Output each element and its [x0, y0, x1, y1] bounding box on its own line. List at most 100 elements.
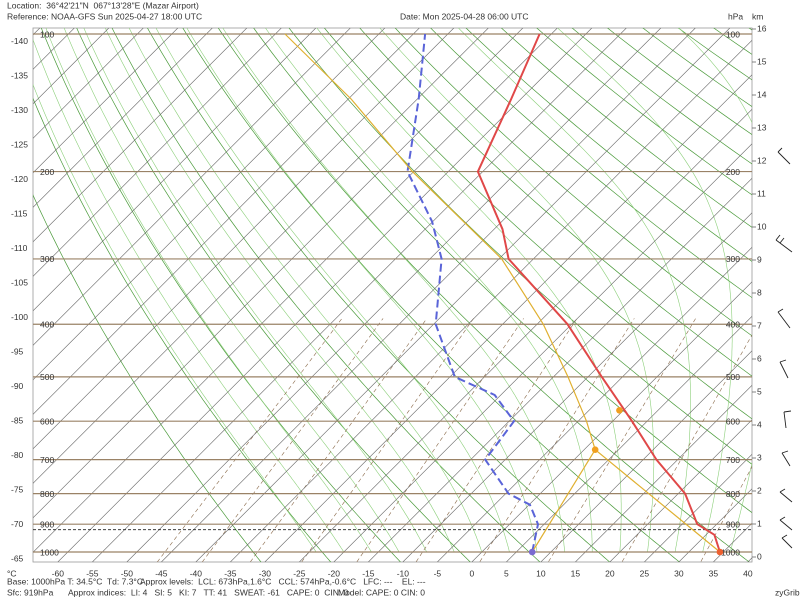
left-isotherm-label: -85 — [11, 416, 24, 426]
isotherm — [33, 28, 420, 415]
isotherm — [33, 28, 282, 277]
profile-line — [531, 449, 596, 553]
wind-barb — [781, 450, 791, 467]
isotherm — [299, 108, 752, 562]
moist-adiabat — [128, 28, 483, 553]
isotherm — [264, 74, 752, 562]
wind-barb — [777, 308, 791, 329]
mixing-ratio-line — [621, 334, 752, 562]
level-marker — [591, 446, 599, 454]
mixing-ratio-line — [156, 318, 343, 562]
isotherm — [33, 28, 213, 208]
moist-adiabat — [104, 28, 455, 553]
x-tick-label: 20 — [605, 568, 615, 578]
moist-adiabat — [33, 38, 345, 553]
km-tick-label: 3 — [757, 452, 762, 462]
left-isotherm-label: -125 — [11, 140, 28, 150]
km-tick-label: 11 — [757, 188, 766, 198]
km-tick-label: 14 — [757, 89, 767, 99]
isotherm — [471, 281, 752, 562]
isotherm — [333, 143, 752, 562]
x-tick-label: -20 — [328, 568, 341, 578]
footer-base: Base: 1000hPa T: 34.5°C Td: 7.3°C — [7, 576, 143, 586]
pressure-label-right: 900 — [726, 519, 740, 529]
km-tick-label: 15 — [757, 56, 767, 66]
x-axis-label: °C — [7, 568, 17, 578]
km-tick-label: 16 — [757, 23, 767, 33]
left-isotherm-label: -140 — [11, 36, 28, 46]
dry-adiabat — [359, 28, 752, 377]
level-marker — [528, 548, 536, 556]
isotherm — [33, 28, 351, 346]
pressure-label-left: 1000 — [40, 547, 59, 557]
x-tick-label: -5 — [434, 568, 442, 578]
pressure-label-left: 300 — [40, 254, 54, 264]
isotherm — [126, 28, 662, 562]
moist-adiabat — [63, 28, 400, 553]
km-tick-label: 10 — [757, 221, 767, 231]
km-tick-label: 12 — [757, 155, 767, 165]
isotherm — [506, 315, 752, 562]
isotherm — [33, 28, 179, 174]
pressure-label-right: 400 — [726, 319, 740, 329]
isotherm — [402, 212, 752, 562]
left-isotherm-label: -135 — [11, 71, 28, 81]
isotherm — [33, 28, 386, 381]
x-tick-label: -50 — [121, 568, 134, 578]
left-isotherm-label: -80 — [11, 450, 24, 460]
isotherm — [33, 28, 317, 312]
x-tick-label: 10 — [536, 568, 546, 578]
profile-line — [476, 33, 721, 553]
wind-barb — [777, 147, 791, 165]
pressure-label-right: 1000 — [721, 547, 740, 557]
pressure-label-right: 600 — [726, 416, 740, 426]
pressure-label-right: 500 — [726, 372, 740, 382]
moist-adiabat — [316, 28, 622, 552]
km-tick-label: 1 — [757, 518, 762, 528]
x-tick-label: 25 — [640, 568, 650, 578]
grid — [33, 28, 752, 562]
x-tick-label: 5 — [504, 568, 509, 578]
km-tick-label: 4 — [757, 419, 762, 429]
left-isotherm-label: -130 — [11, 105, 28, 115]
x-tick-label: -55 — [86, 568, 99, 578]
x-tick-label: 0 — [469, 568, 474, 578]
profiles — [284, 33, 721, 553]
profile-line — [406, 33, 539, 553]
dry-adiabat — [288, 28, 752, 465]
moist-adiabat — [83, 28, 427, 553]
km-tick-label: 0 — [757, 551, 762, 561]
isotherm — [33, 28, 489, 484]
km-tick-label: 2 — [757, 485, 762, 495]
isotherm — [33, 28, 524, 519]
pressure-label-left: 100 — [40, 29, 54, 39]
x-tick-label: -30 — [259, 568, 272, 578]
y2-axis-label: km — [752, 11, 763, 21]
wind-barb — [783, 410, 792, 429]
left-isotherm-label: -110 — [11, 243, 28, 253]
dry-adiabat — [430, 28, 752, 299]
pressure-label-right: 800 — [726, 489, 740, 499]
x-tick-label: 15 — [571, 568, 581, 578]
km-tick-label: 6 — [757, 353, 762, 363]
km-tick-label: 13 — [757, 122, 767, 132]
dry-adiabat — [394, 28, 752, 337]
mixing-ratio-line — [415, 318, 578, 562]
pressure-label-left: 800 — [40, 489, 54, 499]
wind-barbs — [775, 147, 793, 549]
x-tick-label: -40 — [190, 568, 203, 578]
left-isotherm-label: -95 — [11, 347, 24, 357]
x-tick-label: -45 — [155, 568, 168, 578]
wind-barb — [779, 516, 793, 531]
x-tick-label: -35 — [224, 568, 237, 578]
profile-line — [284, 33, 721, 553]
isotherm — [33, 28, 455, 450]
dry-adiabat — [500, 28, 752, 228]
isotherm — [575, 384, 752, 562]
moist-adiabat — [265, 28, 593, 553]
isotherm — [92, 28, 627, 562]
mixing-ratio-line — [356, 318, 524, 562]
pressure-label-left: 500 — [40, 372, 54, 382]
moist-adiabat — [379, 28, 655, 553]
